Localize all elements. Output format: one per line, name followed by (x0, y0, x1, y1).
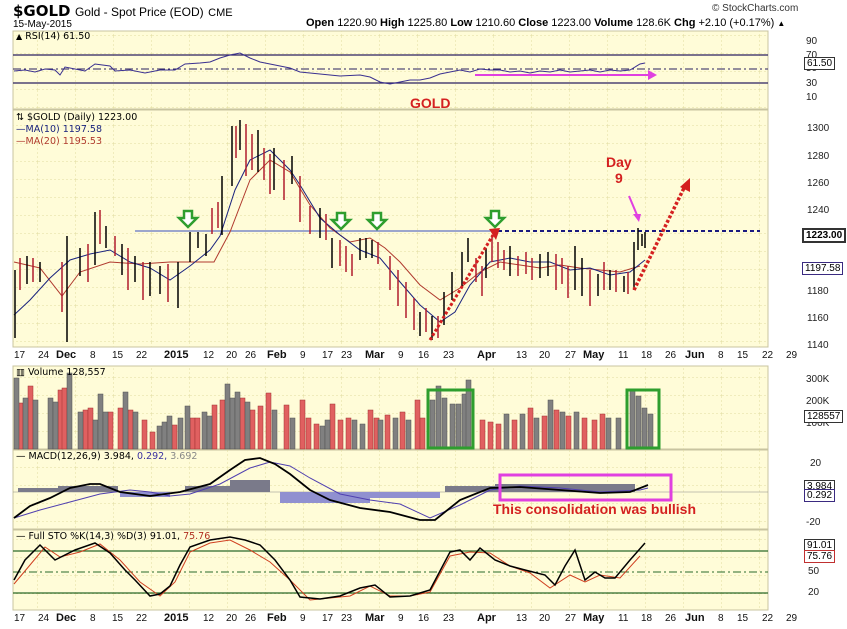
volume-icon: ▥ (16, 367, 25, 378)
volume-highlight-box-1 (426, 388, 475, 450)
rsi-icon: ▲ (16, 32, 23, 41)
macd-annotation: This consolidation was bullish (493, 501, 697, 517)
d-value-tag: 75.76 (804, 550, 836, 563)
price-panel (12, 109, 769, 348)
macd-panel (12, 449, 769, 530)
symbol: $GOLD (13, 2, 71, 20)
quote-bar: Open 1220.90 High 1225.80 Low 1210.60 Cl… (306, 17, 786, 29)
price-bars (14, 120, 646, 342)
close-price-tag: 1223.00 (802, 228, 847, 243)
gold-annotation: GOLD (410, 95, 451, 111)
ma-value-tag: 1197.58 (802, 262, 844, 275)
ma10-swatch: — (16, 124, 26, 135)
exchange: CME (208, 7, 233, 19)
sto-panel (12, 529, 769, 611)
chart-title: $GOLD Gold - Spot Price (EOD) CME (13, 2, 233, 21)
volume-panel (12, 365, 769, 450)
rsi-legend: ▲ RSI(14) 61.50 (16, 31, 91, 42)
price-legend: ⇅ $GOLD (Daily) 1223.00 —MA(10) 1197.58 … (16, 112, 138, 147)
rsi-value-tag: 61.50 (804, 57, 836, 70)
ma20-swatch: — (16, 136, 26, 147)
symbol-description: Gold - Spot Price (EOD) (74, 5, 204, 19)
chart-date: 15-May-2015 (13, 19, 72, 30)
signal-value-tag: 0.292 (804, 489, 836, 502)
up-triangle-icon: ▲ (777, 19, 786, 28)
volume-highlight-box-2 (625, 388, 661, 450)
green-arrow-icons (175, 209, 508, 231)
consolidation-highlight-box (498, 473, 673, 502)
day-annotation: Day 9 (606, 154, 632, 186)
watermark: © StockCharts.com (712, 3, 799, 14)
bar-chart-icon: ⇅ (16, 112, 24, 123)
sto-legend: — Full STO %K(14,3) %D(3) 91.01, 75.76 (16, 531, 211, 542)
volume-legend: ▥ Volume 128,557 (16, 367, 106, 378)
rsi-panel (12, 30, 769, 110)
macd-legend: — MACD(12,26,9) 3.984, 0.292, 3.692 (16, 451, 198, 462)
volume-value-tag: 128557 (804, 410, 844, 423)
